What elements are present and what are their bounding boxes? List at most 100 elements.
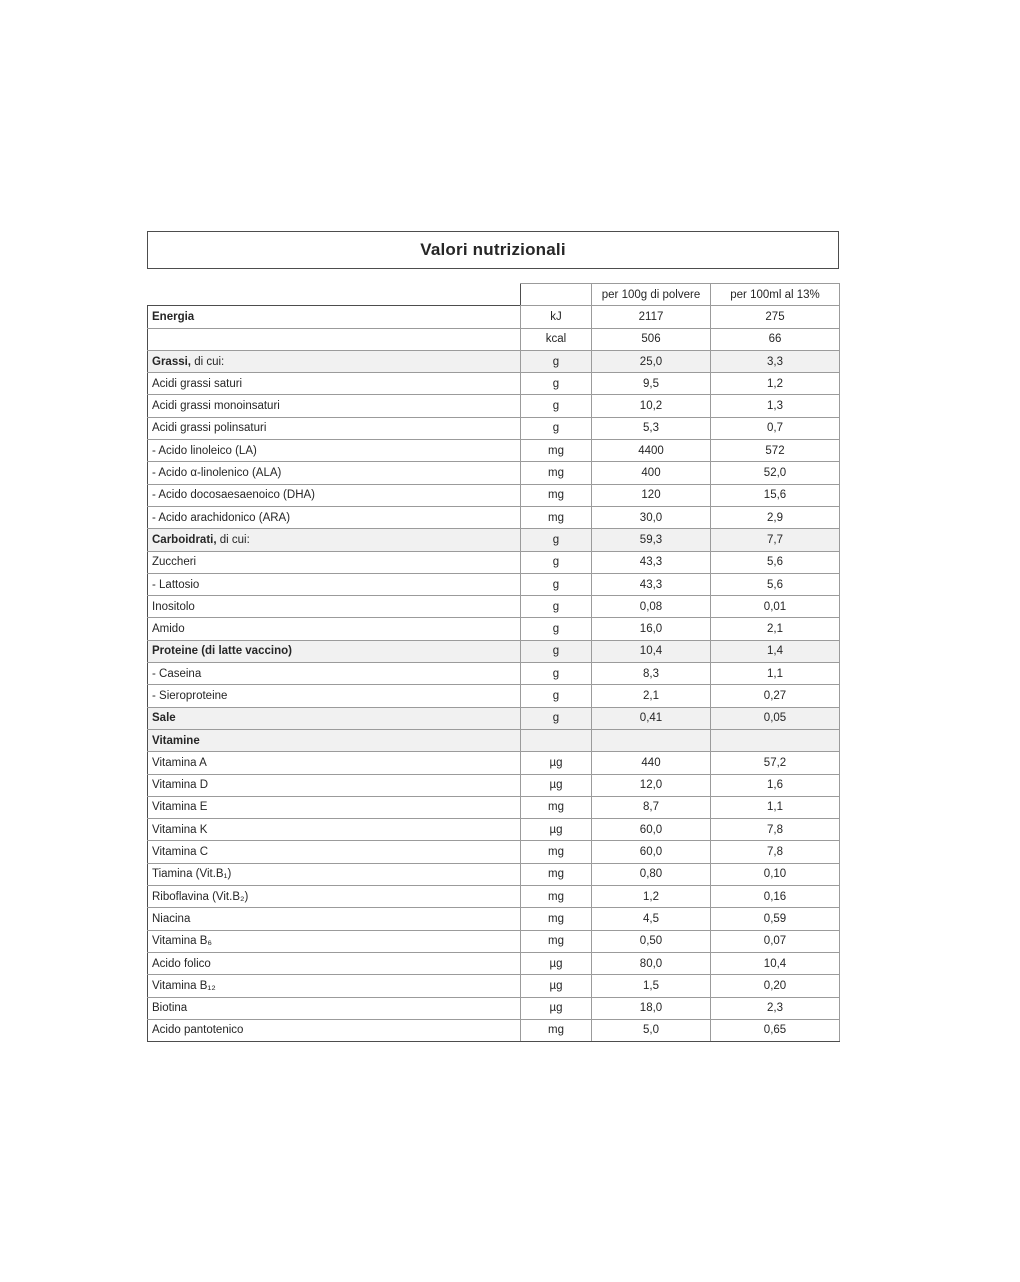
row-label: Biotina — [147, 996, 521, 1020]
row-unit: µg — [520, 996, 592, 1020]
row-value-per100ml: 0,20 — [710, 974, 840, 998]
row-label: Vitamina C — [147, 840, 521, 864]
row-label: Vitamina B₆ — [147, 929, 521, 953]
row-label-text: Vitamina B₁₂ — [152, 979, 216, 992]
row-value-per100ml: 572 — [710, 439, 840, 463]
table-row: - Lattosio g 43,3 5,6 — [147, 572, 840, 597]
row-label-text: Riboflavina (Vit.B₂) — [152, 890, 249, 903]
row-value-per100ml: 1,1 — [710, 795, 840, 820]
table-header-row: per 100g di polvere per 100ml al 13% — [147, 282, 840, 307]
row-unit: g — [520, 394, 592, 418]
row-value-per100ml: 52,0 — [710, 461, 840, 485]
row-value-per100ml: 275 — [710, 305, 840, 329]
row-value-per100g: 1,2 — [591, 885, 711, 909]
row-value-per100ml: 0,10 — [710, 862, 840, 887]
row-unit: µg — [520, 773, 592, 797]
row-value-per100ml: 0,65 — [710, 1018, 840, 1043]
row-value-per100ml: 3,3 — [710, 349, 840, 374]
table-row: Amido g 16,0 2,1 — [147, 617, 840, 641]
row-unit: mg — [520, 885, 592, 909]
table-row: Vitamina E mg 8,7 1,1 — [147, 795, 840, 820]
row-unit: g — [520, 617, 592, 641]
row-unit: g — [520, 349, 592, 374]
row-value-per100ml: 7,7 — [710, 528, 840, 552]
title-box: Valori nutrizionali — [147, 231, 839, 269]
row-unit: mg — [520, 505, 592, 530]
row-label-text: Tiamina (Vit.B₁) — [152, 868, 232, 881]
row-unit: kJ — [520, 305, 592, 329]
row-label-text: - Acido linoleico (LA) — [152, 444, 257, 457]
row-unit: mg — [520, 795, 592, 820]
row-value-per100g: 10,4 — [591, 639, 711, 664]
row-label: - Sieroproteine — [147, 684, 521, 708]
row-label-text: Amido — [152, 623, 185, 636]
row-value-per100ml: 0,27 — [710, 684, 840, 708]
row-value-per100g: 0,80 — [591, 862, 711, 887]
row-value-per100ml: 0,05 — [710, 706, 840, 730]
row-label: - Lattosio — [147, 572, 521, 597]
row-unit: g — [520, 372, 592, 396]
row-unit: mg — [520, 461, 592, 485]
row-label: - Acido docosaesaenoico (DHA) — [147, 483, 521, 507]
row-value-per100ml: 15,6 — [710, 483, 840, 507]
row-label: Vitamina A — [147, 751, 521, 775]
row-value-per100ml: 7,8 — [710, 818, 840, 842]
header-label-cell — [147, 283, 521, 306]
row-label: Amido — [147, 617, 521, 641]
row-label: Riboflavina (Vit.B₂) — [147, 885, 521, 909]
table-row: Vitamina A µg 440 57,2 — [147, 751, 840, 775]
row-value-per100ml: 2,9 — [710, 505, 840, 530]
row-value-per100g: 5,3 — [591, 416, 711, 441]
table-row: Sale g 0,41 0,05 — [147, 706, 840, 730]
row-value-per100g: 4400 — [591, 439, 711, 463]
row-value-per100g: 25,0 — [591, 349, 711, 374]
row-unit: mg — [520, 483, 592, 507]
row-value-per100g: 60,0 — [591, 818, 711, 842]
row-label-text: Vitamina E — [152, 801, 208, 814]
row-value-per100g: 440 — [591, 751, 711, 775]
header-per100g-cell: per 100g di polvere — [591, 282, 711, 307]
row-unit: mg — [520, 840, 592, 864]
row-value-per100ml: 1,6 — [710, 773, 840, 797]
table-row: Carboidrati, di cui: g 59,3 7,7 — [147, 528, 840, 552]
row-unit: g — [520, 706, 592, 730]
row-label-bold: Carboidrati, — [152, 533, 217, 546]
row-label-text: Acido pantotenico — [152, 1024, 244, 1037]
table-row: kcal 506 66 — [147, 327, 840, 351]
row-label-bold: Energia — [152, 310, 195, 323]
row-unit: g — [520, 684, 592, 708]
page-title: Valori nutrizionali — [420, 240, 566, 259]
table-row: - Caseina g 8,3 1,1 — [147, 662, 840, 686]
table-row: Biotina µg 18,0 2,3 — [147, 996, 840, 1020]
row-label: Acido pantotenico — [147, 1018, 521, 1043]
row-value-per100g: 5,0 — [591, 1018, 711, 1043]
row-value-per100ml: 10,4 — [710, 951, 840, 976]
table-row: Vitamine — [147, 728, 840, 753]
row-value-per100ml: 2,3 — [710, 996, 840, 1020]
row-value-per100ml: 5,6 — [710, 572, 840, 597]
row-label: Acidi grassi saturi — [147, 372, 521, 396]
row-unit: mg — [520, 439, 592, 463]
row-unit: µg — [520, 974, 592, 998]
row-label: - Acido α-linolenico (ALA) — [147, 461, 521, 485]
nutrition-table: per 100g di polvere per 100ml al 13% Ene… — [147, 282, 840, 1043]
table-row: Niacina mg 4,5 0,59 — [147, 907, 840, 931]
row-value-per100g: 12,0 — [591, 773, 711, 797]
row-label: Vitamina E — [147, 795, 521, 820]
row-label: Niacina — [147, 907, 521, 931]
row-label-text: Acidi grassi monoinsaturi — [152, 400, 280, 413]
table-row: - Sieroproteine g 2,1 0,27 — [147, 684, 840, 708]
row-label-text: Acidi grassi saturi — [152, 377, 243, 390]
row-label: Acidi grassi polinsaturi — [147, 416, 521, 441]
row-value-per100g: 120 — [591, 483, 711, 507]
table-row: Grassi, di cui: g 25,0 3,3 — [147, 349, 840, 374]
table-row: Inositolo g 0,08 0,01 — [147, 595, 840, 619]
row-unit: µg — [520, 951, 592, 976]
row-label-bold: Vitamine — [152, 734, 200, 747]
row-value-per100g — [591, 728, 711, 753]
row-unit: g — [520, 550, 592, 574]
table-row: Energia kJ 2117 275 — [147, 305, 840, 329]
row-value-per100g: 9,5 — [591, 372, 711, 396]
row-label-text: Vitamina D — [152, 779, 209, 792]
row-value-per100g: 30,0 — [591, 505, 711, 530]
